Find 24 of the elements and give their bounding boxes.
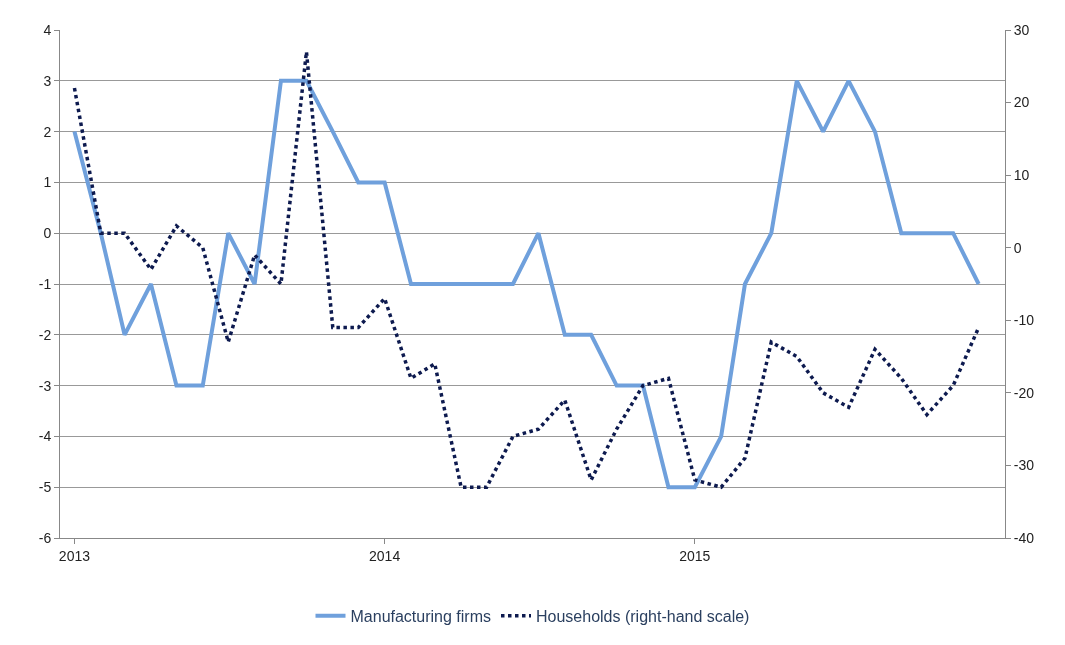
- y-tick-label: 4: [43, 21, 52, 38]
- y-tick-label: -6: [38, 529, 52, 546]
- y2-tick-label: -30: [1013, 457, 1035, 474]
- y-tick-label: -4: [38, 428, 52, 445]
- x-tick-label: 2013: [58, 547, 91, 564]
- y2-tick-label: 0: [1013, 239, 1022, 256]
- y2-tick-label: -20: [1013, 384, 1035, 401]
- y2-tick-label: 30: [1013, 21, 1030, 38]
- y2-tick-label: 10: [1013, 167, 1030, 184]
- y2-tick-label: 20: [1013, 94, 1030, 111]
- y-tick-label: 3: [43, 72, 52, 89]
- y-tick-label: 0: [43, 225, 52, 242]
- y-tick-label: -3: [38, 377, 52, 394]
- legend-label: Manufacturing firms: [350, 608, 491, 626]
- y-tick-label: -5: [38, 479, 52, 496]
- y-tick-label: 1: [43, 174, 52, 191]
- x-tick-label: 2014: [369, 547, 401, 564]
- x-tick-label: 2015: [679, 547, 711, 564]
- legend-label: Households (right-hand scale): [536, 608, 750, 626]
- y-tick-label: -1: [38, 275, 52, 292]
- y2-tick-label: -10: [1013, 312, 1035, 329]
- y-tick-label: 2: [43, 123, 52, 140]
- y-tick-label: -2: [38, 326, 52, 343]
- y2-tick-label: -40: [1013, 529, 1035, 546]
